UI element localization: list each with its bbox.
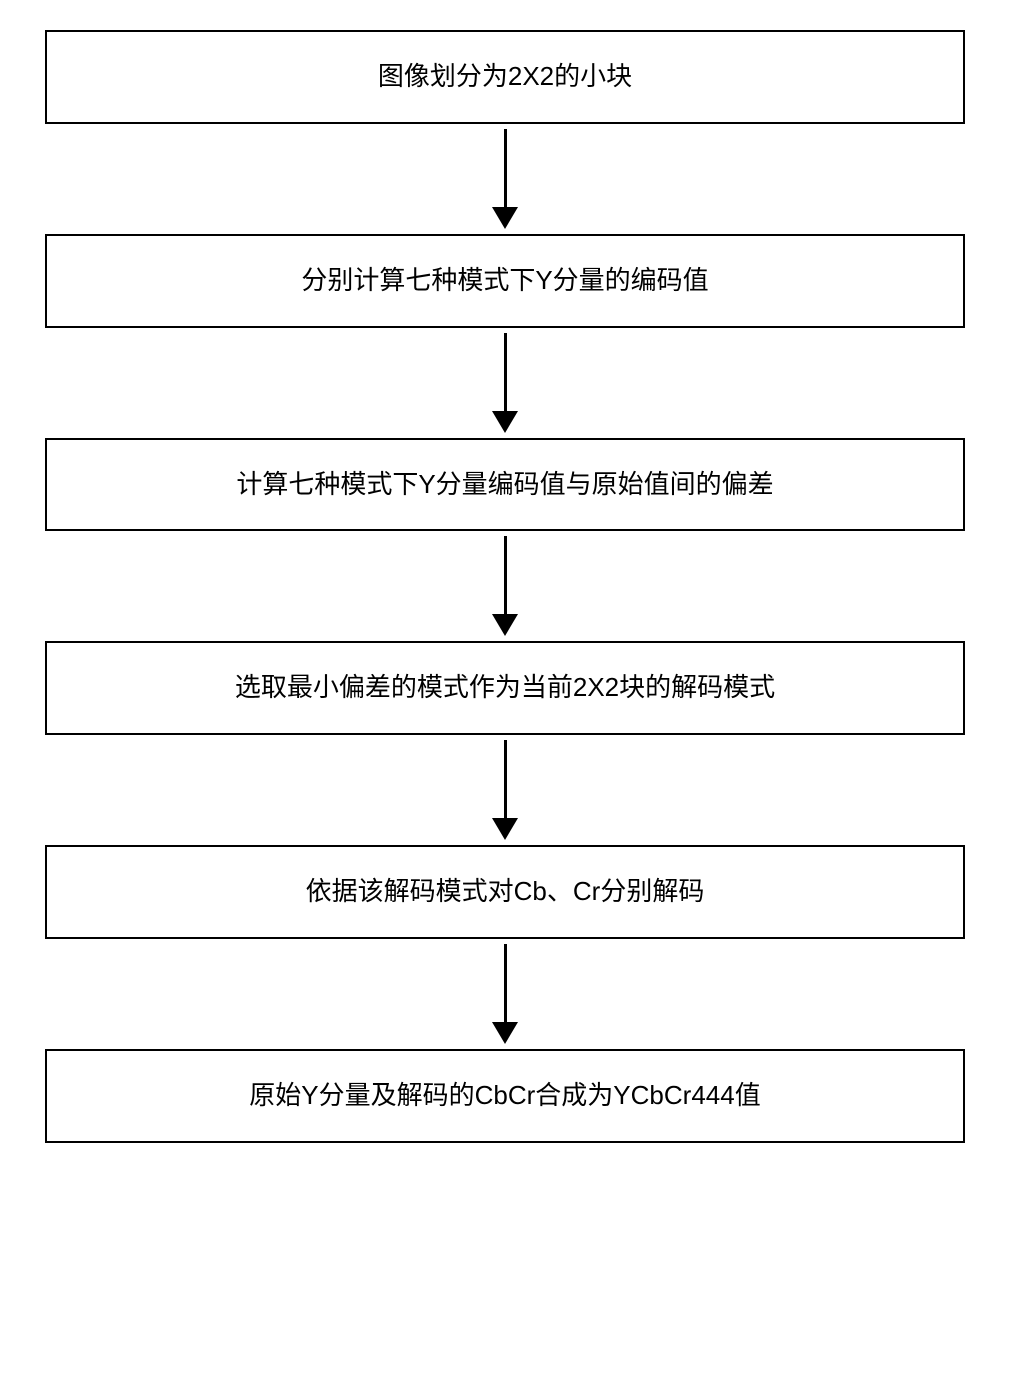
flow-step-label: 原始Y分量及解码的CbCr合成为YCbCr444值 bbox=[249, 1080, 760, 1110]
arrow-head-icon bbox=[492, 411, 518, 433]
flow-step: 图像划分为2X2的小块 bbox=[45, 30, 965, 124]
flow-step: 依据该解码模式对Cb、Cr分别解码 bbox=[45, 845, 965, 939]
arrow-line bbox=[504, 944, 507, 1022]
flow-arrow bbox=[492, 328, 518, 438]
flow-arrow bbox=[492, 939, 518, 1049]
arrow-head-icon bbox=[492, 1022, 518, 1044]
flow-step: 计算七种模式下Y分量编码值与原始值间的偏差 bbox=[45, 438, 965, 532]
flow-step: 选取最小偏差的模式作为当前2X2块的解码模式 bbox=[45, 641, 965, 735]
arrow-line bbox=[504, 333, 507, 411]
arrow-head-icon bbox=[492, 207, 518, 229]
flowchart-container: 图像划分为2X2的小块 分别计算七种模式下Y分量的编码值 计算七种模式下Y分量编… bbox=[45, 30, 965, 1143]
arrow-head-icon bbox=[492, 614, 518, 636]
flow-arrow bbox=[492, 124, 518, 234]
arrow-line bbox=[504, 129, 507, 207]
arrow-head-icon bbox=[492, 818, 518, 840]
flow-step: 分别计算七种模式下Y分量的编码值 bbox=[45, 234, 965, 328]
flow-step-label: 图像划分为2X2的小块 bbox=[378, 61, 632, 91]
flow-step-label: 依据该解码模式对Cb、Cr分别解码 bbox=[306, 876, 705, 906]
flow-step-label: 分别计算七种模式下Y分量的编码值 bbox=[301, 265, 708, 295]
arrow-line bbox=[504, 536, 507, 614]
flow-step: 原始Y分量及解码的CbCr合成为YCbCr444值 bbox=[45, 1049, 965, 1143]
flow-step-label: 选取最小偏差的模式作为当前2X2块的解码模式 bbox=[235, 672, 775, 702]
flow-arrow bbox=[492, 735, 518, 845]
arrow-line bbox=[504, 740, 507, 818]
flow-step-label: 计算七种模式下Y分量编码值与原始值间的偏差 bbox=[236, 469, 773, 499]
flow-arrow bbox=[492, 531, 518, 641]
